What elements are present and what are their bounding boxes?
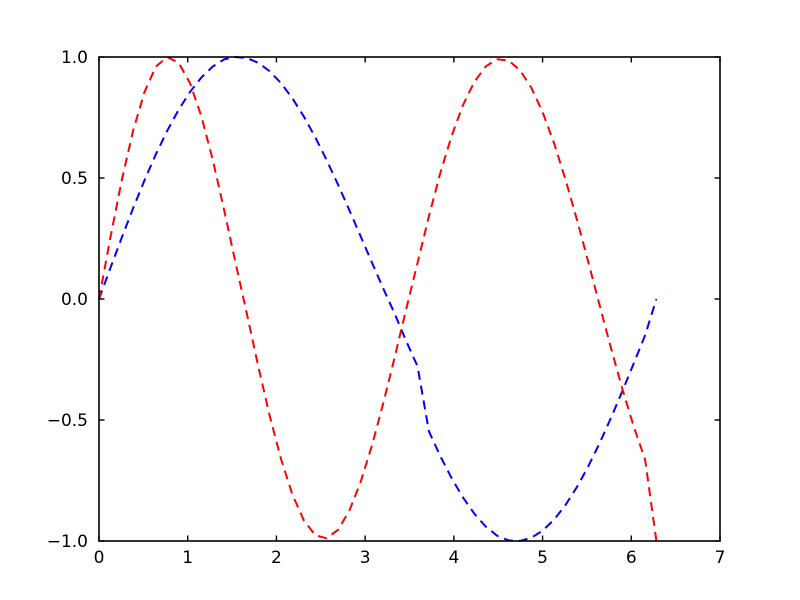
line-series-sin(x) (98, 55, 658, 543)
y-axis-ticks (99, 56, 720, 542)
x-tick-label-6: 6 (626, 548, 637, 568)
x-tick-label-7: 7 (715, 548, 726, 568)
data-series-layer (98, 55, 658, 543)
x-axis-ticks (98, 57, 721, 541)
y-axis-tick-labels: −1.0 −0.5 0.0 0.5 1.0 (47, 48, 88, 552)
line-series-sin(2x) (98, 55, 658, 542)
x-tick-label-0: 0 (94, 548, 105, 568)
x-tick-label-5: 5 (537, 548, 548, 568)
y-tick-label--0.5: −0.5 (47, 411, 88, 431)
y-tick-label--1.0: −1.0 (47, 532, 88, 552)
y-tick-label-0.0: 0.0 (61, 290, 88, 310)
y-tick-label-0.5: 0.5 (61, 169, 88, 189)
y-tick-label-1.0: 1.0 (61, 48, 88, 68)
x-axis-tick-labels: 0 1 2 3 4 5 6 7 (94, 548, 726, 568)
axes-background (99, 57, 720, 541)
x-tick-label-3: 3 (360, 548, 371, 568)
x-tick-label-1: 1 (182, 548, 193, 568)
x-tick-label-4: 4 (448, 548, 459, 568)
x-tick-label-2: 2 (271, 548, 282, 568)
